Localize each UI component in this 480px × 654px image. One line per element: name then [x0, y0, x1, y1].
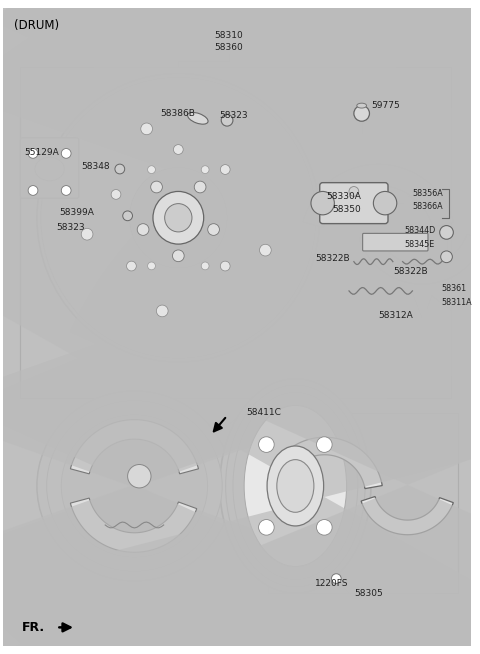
Ellipse shape [37, 73, 320, 362]
Ellipse shape [37, 391, 232, 581]
FancyBboxPatch shape [20, 138, 79, 198]
Ellipse shape [165, 203, 192, 232]
Circle shape [148, 262, 156, 270]
Circle shape [111, 190, 121, 199]
Circle shape [441, 251, 452, 263]
Text: 58323: 58323 [219, 111, 248, 120]
Text: 58348: 58348 [81, 162, 109, 171]
Circle shape [194, 181, 206, 193]
Circle shape [331, 574, 341, 583]
Circle shape [156, 305, 168, 317]
Text: 59775: 59775 [372, 101, 400, 110]
Circle shape [208, 224, 219, 235]
Circle shape [137, 224, 149, 235]
Text: 58361: 58361 [442, 284, 467, 294]
Text: 58366A: 58366A [412, 201, 443, 211]
Text: 58411C: 58411C [247, 408, 281, 417]
Circle shape [115, 164, 125, 174]
Text: 58322B: 58322B [315, 254, 349, 263]
Text: 1220FS: 1220FS [315, 579, 348, 588]
Circle shape [173, 145, 183, 154]
Text: 58360: 58360 [215, 43, 243, 52]
Circle shape [148, 165, 156, 173]
Ellipse shape [267, 446, 324, 526]
FancyBboxPatch shape [363, 233, 428, 251]
Polygon shape [272, 438, 382, 489]
Text: 58386B: 58386B [161, 109, 196, 118]
Circle shape [259, 437, 274, 453]
Ellipse shape [357, 103, 367, 108]
Circle shape [61, 148, 71, 158]
Circle shape [151, 181, 162, 193]
Ellipse shape [41, 77, 316, 358]
Text: 58310: 58310 [215, 31, 243, 40]
Circle shape [28, 148, 38, 158]
Ellipse shape [220, 379, 371, 593]
Text: 58344D: 58344D [405, 226, 436, 235]
Ellipse shape [47, 401, 222, 572]
Text: 55129A: 55129A [24, 148, 59, 157]
Circle shape [373, 192, 397, 215]
Circle shape [128, 464, 151, 488]
Polygon shape [71, 420, 199, 474]
Bar [20, 67, 451, 398]
Text: (DRUM): (DRUM) [14, 19, 60, 32]
Polygon shape [359, 233, 480, 284]
Ellipse shape [244, 405, 347, 566]
Text: 58350: 58350 [333, 205, 361, 215]
Ellipse shape [130, 167, 227, 268]
Circle shape [220, 165, 230, 175]
Text: 58311A: 58311A [442, 298, 472, 307]
Circle shape [316, 437, 332, 453]
Circle shape [354, 105, 370, 121]
Circle shape [349, 186, 359, 196]
Bar [268, 413, 458, 593]
Circle shape [221, 114, 233, 126]
Circle shape [61, 186, 71, 196]
Circle shape [141, 123, 153, 135]
Circle shape [220, 261, 230, 271]
Ellipse shape [188, 112, 208, 124]
Text: 58323: 58323 [57, 223, 85, 232]
Polygon shape [71, 498, 197, 552]
Polygon shape [303, 164, 454, 228]
Text: 58305: 58305 [354, 589, 383, 598]
Text: 58356A: 58356A [412, 189, 443, 198]
Ellipse shape [35, 158, 64, 181]
Circle shape [201, 165, 209, 173]
Text: 58345E: 58345E [405, 239, 435, 249]
Ellipse shape [153, 192, 204, 244]
Text: 58399A: 58399A [60, 209, 94, 217]
Circle shape [123, 211, 132, 220]
Circle shape [311, 192, 335, 215]
Ellipse shape [61, 415, 207, 557]
Polygon shape [361, 496, 453, 535]
Text: 58322B: 58322B [393, 267, 428, 276]
Circle shape [316, 519, 332, 535]
Ellipse shape [277, 460, 314, 512]
Text: 58330A: 58330A [326, 192, 361, 201]
Circle shape [28, 186, 38, 196]
Circle shape [201, 262, 209, 270]
Circle shape [127, 261, 136, 271]
Circle shape [260, 245, 271, 256]
Circle shape [172, 250, 184, 262]
Circle shape [81, 228, 93, 240]
Text: FR.: FR. [22, 621, 46, 634]
Ellipse shape [233, 392, 358, 579]
Ellipse shape [226, 385, 365, 587]
Text: 58312A: 58312A [378, 311, 413, 320]
FancyBboxPatch shape [320, 182, 388, 224]
Circle shape [440, 226, 453, 239]
Circle shape [259, 519, 274, 535]
